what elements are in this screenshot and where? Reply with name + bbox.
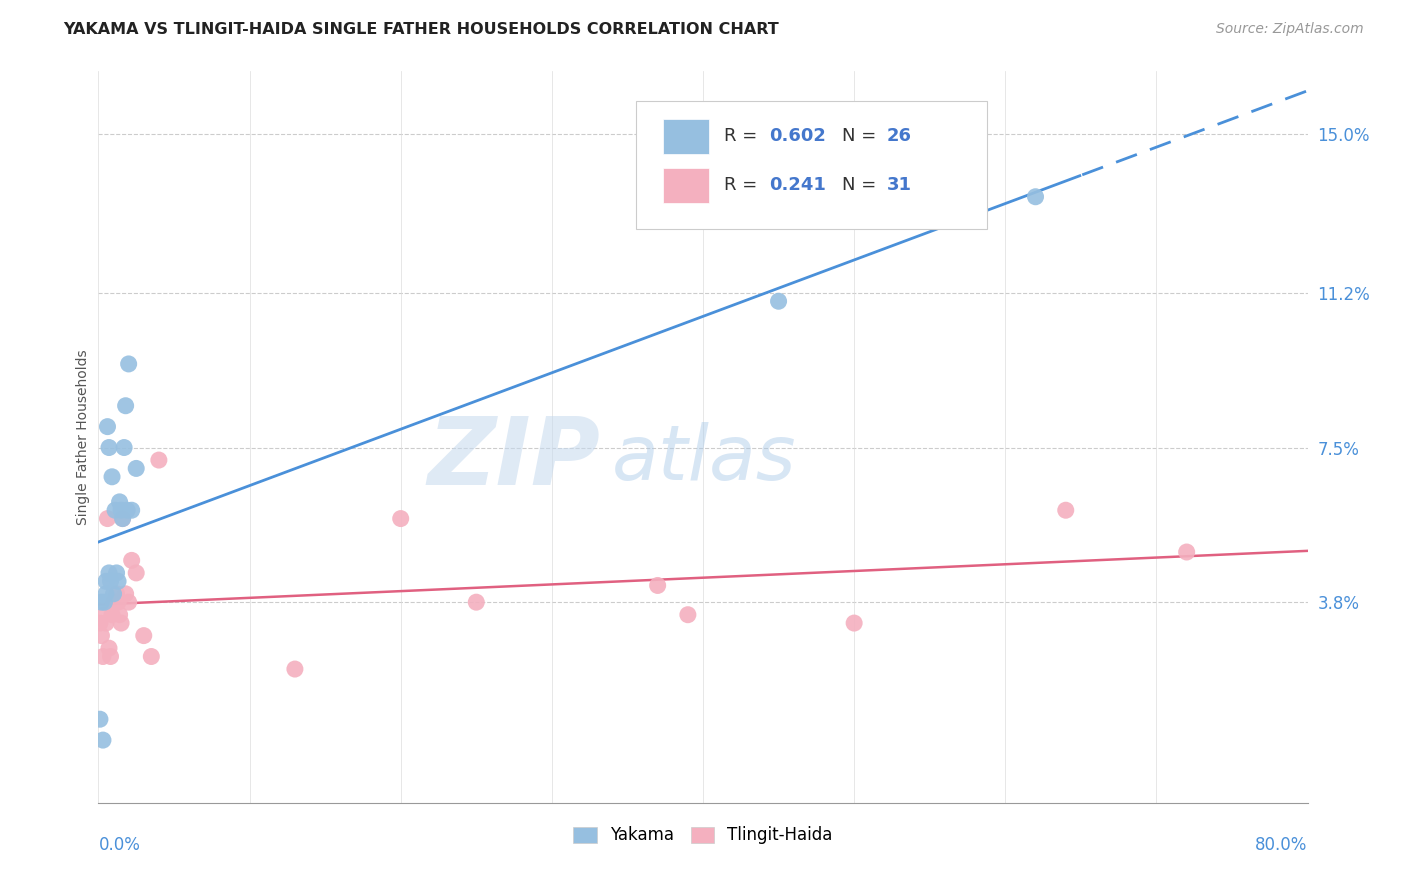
Point bbox=[107, 574, 129, 589]
Point bbox=[108, 495, 131, 509]
Point bbox=[89, 712, 111, 726]
Text: 0.602: 0.602 bbox=[769, 127, 827, 145]
Text: ZIP: ZIP bbox=[427, 413, 600, 505]
Text: 0.241: 0.241 bbox=[769, 176, 827, 194]
Point bbox=[90, 629, 112, 643]
Point bbox=[121, 553, 143, 567]
Point bbox=[114, 399, 136, 413]
Text: atlas: atlas bbox=[613, 422, 797, 496]
Point bbox=[103, 587, 125, 601]
Point bbox=[90, 595, 112, 609]
Point bbox=[100, 574, 122, 589]
Text: R =: R = bbox=[724, 127, 762, 145]
Point bbox=[118, 357, 141, 371]
Point bbox=[121, 503, 143, 517]
Point bbox=[94, 587, 117, 601]
Point bbox=[111, 511, 134, 525]
Point bbox=[148, 453, 170, 467]
FancyBboxPatch shape bbox=[664, 168, 709, 203]
Point bbox=[101, 470, 124, 484]
Point bbox=[284, 662, 307, 676]
Point bbox=[96, 419, 118, 434]
Point bbox=[107, 595, 129, 609]
Text: N =: N = bbox=[842, 176, 882, 194]
Point bbox=[91, 649, 114, 664]
Text: 26: 26 bbox=[887, 127, 912, 145]
Text: Source: ZipAtlas.com: Source: ZipAtlas.com bbox=[1216, 22, 1364, 37]
Point bbox=[1175, 545, 1198, 559]
Point bbox=[91, 733, 114, 747]
Point bbox=[132, 629, 155, 643]
Point bbox=[108, 607, 131, 622]
Point bbox=[647, 578, 669, 592]
Text: YAKAMA VS TLINGIT-HAIDA SINGLE FATHER HOUSEHOLDS CORRELATION CHART: YAKAMA VS TLINGIT-HAIDA SINGLE FATHER HO… bbox=[63, 22, 779, 37]
Text: 80.0%: 80.0% bbox=[1256, 836, 1308, 855]
Point bbox=[844, 616, 866, 631]
Point bbox=[105, 566, 128, 580]
Point bbox=[118, 595, 141, 609]
Point bbox=[96, 511, 118, 525]
Text: 31: 31 bbox=[887, 176, 912, 194]
Point bbox=[125, 461, 148, 475]
FancyBboxPatch shape bbox=[664, 119, 709, 154]
Point bbox=[389, 511, 412, 525]
Point bbox=[98, 641, 121, 656]
Point bbox=[105, 587, 128, 601]
Point bbox=[101, 607, 124, 622]
Point bbox=[1054, 503, 1077, 517]
Text: N =: N = bbox=[842, 127, 882, 145]
Y-axis label: Single Father Households: Single Father Households bbox=[76, 350, 90, 524]
Point bbox=[1024, 190, 1046, 204]
Point bbox=[141, 649, 163, 664]
Point bbox=[125, 566, 148, 580]
Point bbox=[465, 595, 488, 609]
Point bbox=[768, 294, 790, 309]
Point bbox=[103, 595, 125, 609]
Point bbox=[98, 441, 121, 455]
Point bbox=[100, 649, 122, 664]
Point bbox=[110, 503, 132, 517]
Point bbox=[93, 595, 115, 609]
Point bbox=[676, 607, 699, 622]
Point bbox=[110, 616, 132, 631]
Point bbox=[98, 566, 121, 580]
Point bbox=[115, 503, 138, 517]
Point bbox=[89, 616, 111, 631]
Point bbox=[104, 595, 127, 609]
Point bbox=[114, 587, 136, 601]
FancyBboxPatch shape bbox=[637, 101, 987, 228]
Legend: Yakama, Tlingit-Haida: Yakama, Tlingit-Haida bbox=[568, 822, 838, 849]
Point bbox=[94, 616, 117, 631]
Point bbox=[93, 607, 115, 622]
Text: R =: R = bbox=[724, 176, 762, 194]
Point bbox=[112, 441, 135, 455]
Point bbox=[111, 511, 134, 525]
Text: 0.0%: 0.0% bbox=[98, 836, 141, 855]
Point bbox=[94, 574, 117, 589]
Point bbox=[104, 503, 127, 517]
